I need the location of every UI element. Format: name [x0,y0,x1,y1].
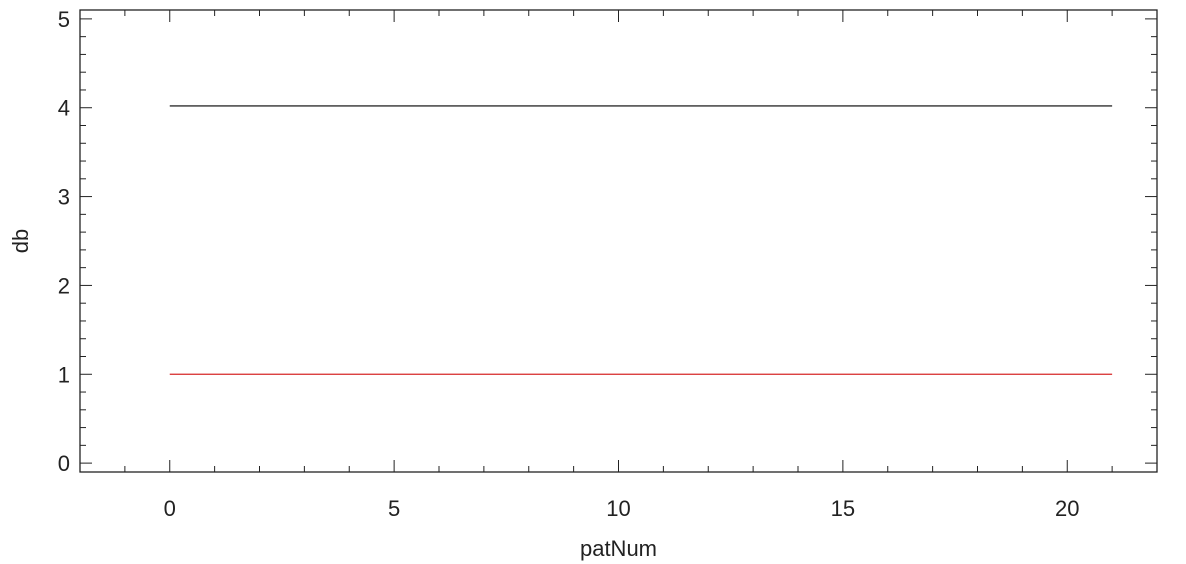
y-tick-label: 4 [58,96,70,121]
x-tick-label: 5 [388,496,400,521]
y-axis-title: db [8,229,33,253]
series-layer [169,105,1113,375]
x-tick-label: 10 [606,496,630,521]
y-tick-label: 2 [58,273,70,298]
minor-ticks [79,10,1158,472]
plot-frame [79,9,1158,473]
x-tick-label: 0 [164,496,176,521]
y-tick-label: 0 [58,451,70,476]
y-tick-label: 5 [58,7,70,32]
x-tick-label: 15 [831,496,855,521]
tick-labels: 0 5 10 15 20 0 1 2 3 4 5 [58,7,1080,521]
x-axis-title: patNum [580,536,657,561]
x-tick-label: 20 [1055,496,1079,521]
y-tick-label: 3 [58,185,70,210]
major-ticks [80,10,1157,472]
y-tick-label: 1 [58,362,70,387]
